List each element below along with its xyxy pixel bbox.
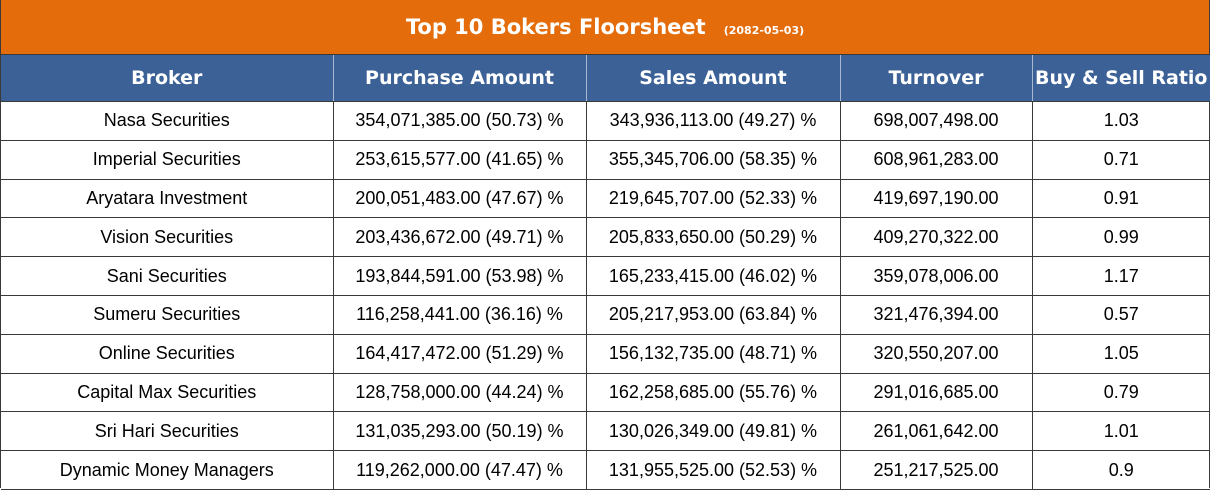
- column-header-purchase-amount: Purchase Amount: [333, 55, 587, 102]
- broker-cell: Sani Securities: [1, 256, 334, 296]
- ratio-cell: 0.99: [1032, 217, 1210, 258]
- sales-cell: 162,258,685.00 (55.76) %: [586, 373, 841, 413]
- ratio-cell: 1.17: [1032, 256, 1210, 296]
- turnover-cell: 261,061,642.00: [840, 411, 1033, 452]
- table-row: Aryatara Investment 200,051,483.00 (47.6…: [1, 179, 1210, 219]
- broker-cell: Online Securities: [1, 334, 334, 374]
- sales-cell: 130,026,349.00 (49.81) %: [586, 411, 841, 452]
- purchase-cell: 116,258,441.00 (36.16) %: [333, 295, 587, 335]
- purchase-cell: 131,035,293.00 (50.19) %: [333, 411, 587, 452]
- column-header-sales-amount: Sales Amount: [586, 55, 841, 102]
- turnover-cell: 320,550,207.00: [840, 334, 1033, 374]
- sales-cell: 156,132,735.00 (48.71) %: [586, 334, 841, 374]
- turnover-cell: 359,078,006.00: [840, 256, 1033, 296]
- ratio-cell: 1.05: [1032, 334, 1210, 374]
- ratio-cell: 1.01: [1032, 411, 1210, 452]
- purchase-cell: 354,071,385.00 (50.73) %: [333, 101, 587, 141]
- broker-cell: Sumeru Securities: [1, 295, 334, 335]
- broker-cell: Vision Securities: [1, 217, 334, 258]
- sheet-title: Top 10 Bokers Floorsheet: [405, 15, 706, 39]
- turnover-cell: 698,007,498.00: [840, 101, 1033, 141]
- purchase-cell: 200,051,483.00 (47.67) %: [333, 179, 587, 219]
- column-header-turnover: Turnover: [840, 55, 1033, 102]
- sales-cell: 165,233,415.00 (46.02) %: [586, 256, 841, 296]
- broker-cell: Sri Hari Securities: [1, 411, 334, 452]
- turnover-cell: 321,476,394.00: [840, 295, 1033, 335]
- table-row: Capital Max Securities 128,758,000.00 (4…: [1, 373, 1210, 413]
- table-row: Imperial Securities 253,615,577.00 (41.6…: [1, 140, 1210, 180]
- purchase-cell: 119,262,000.00 (47.47) %: [333, 450, 587, 490]
- turnover-cell: 409,270,322.00: [840, 217, 1033, 258]
- header-row: Broker Purchase Amount Sales Amount Turn…: [1, 55, 1210, 102]
- turnover-cell: 291,016,685.00: [840, 373, 1033, 413]
- table-row: Sri Hari Securities 131,035,293.00 (50.1…: [1, 411, 1210, 452]
- ratio-cell: 0.9: [1032, 450, 1210, 490]
- ratio-cell: 0.57: [1032, 295, 1210, 335]
- column-header-broker: Broker: [1, 55, 334, 102]
- turnover-cell: 608,961,283.00: [840, 140, 1033, 180]
- turnover-cell: 419,697,190.00: [840, 179, 1033, 219]
- broker-cell: Nasa Securities: [1, 101, 334, 141]
- column-header-buy-sell-ratio: Buy & Sell Ratio: [1032, 55, 1210, 102]
- table-row: Vision Securities 203,436,672.00 (49.71)…: [1, 217, 1210, 258]
- sales-cell: 343,936,113.00 (49.27) %: [586, 101, 841, 141]
- broker-cell: Dynamic Money Managers: [1, 450, 334, 490]
- sheet-date: (2082-05-03): [723, 23, 805, 37]
- table-row: Dynamic Money Managers 119,262,000.00 (4…: [1, 450, 1210, 490]
- sales-cell: 131,955,525.00 (52.53) %: [586, 450, 841, 490]
- ratio-cell: 0.71: [1032, 140, 1210, 180]
- title-bar: Top 10 Bokers Floorsheet (2082-05-03): [1, 0, 1209, 55]
- ratio-cell: 1.03: [1032, 101, 1210, 141]
- purchase-cell: 164,417,472.00 (51.29) %: [333, 334, 587, 374]
- broker-cell: Aryatara Investment: [1, 179, 334, 219]
- broker-cell: Capital Max Securities: [1, 373, 334, 413]
- purchase-cell: 253,615,577.00 (41.65) %: [333, 140, 587, 180]
- broker-table: Broker Purchase Amount Sales Amount Turn…: [1, 55, 1210, 490]
- purchase-cell: 203,436,672.00 (49.71) %: [333, 217, 587, 258]
- purchase-cell: 193,844,591.00 (53.98) %: [333, 256, 587, 296]
- table-row: Nasa Securities 354,071,385.00 (50.73) %…: [1, 101, 1210, 141]
- sales-cell: 355,345,706.00 (58.35) %: [586, 140, 841, 180]
- table-row: Sani Securities 193,844,591.00 (53.98) %…: [1, 256, 1210, 296]
- purchase-cell: 128,758,000.00 (44.24) %: [333, 373, 587, 413]
- sales-cell: 205,217,953.00 (63.84) %: [586, 295, 841, 335]
- sales-cell: 219,645,707.00 (52.33) %: [586, 179, 841, 219]
- sales-cell: 205,833,650.00 (50.29) %: [586, 217, 841, 258]
- table-row: Sumeru Securities 116,258,441.00 (36.16)…: [1, 295, 1210, 335]
- turnover-cell: 251,217,525.00: [840, 450, 1033, 490]
- ratio-cell: 0.79: [1032, 373, 1210, 413]
- table-row: Online Securities 164,417,472.00 (51.29)…: [1, 334, 1210, 374]
- ratio-cell: 0.91: [1032, 179, 1210, 219]
- broker-cell: Imperial Securities: [1, 140, 334, 180]
